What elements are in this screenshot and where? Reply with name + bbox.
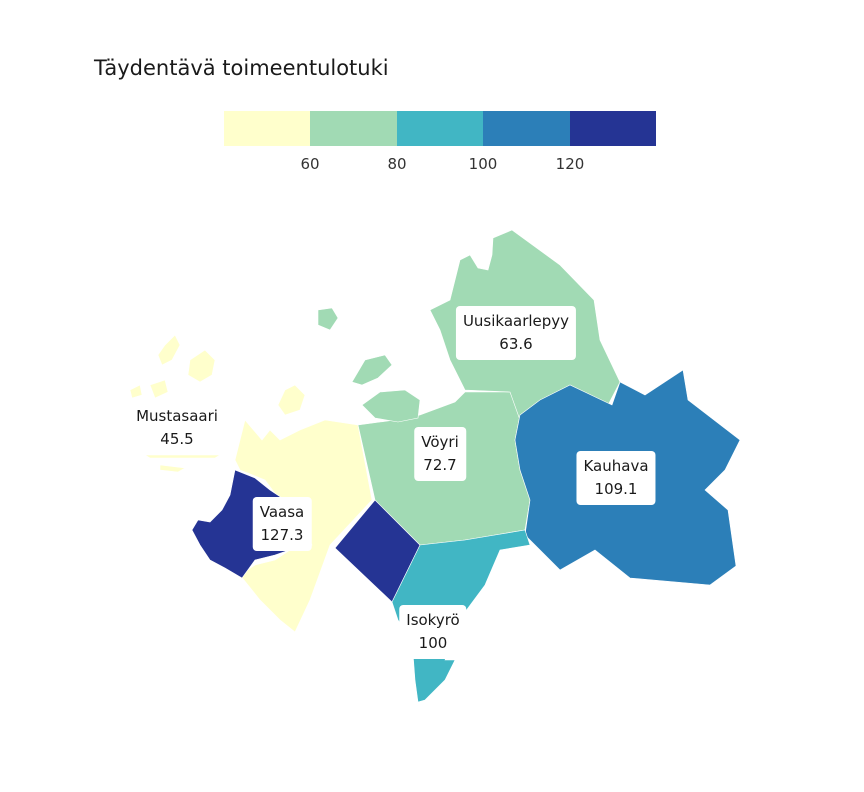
label-mustasaari-value: 45.5 [160,430,194,448]
label-vaasa-value: 127.3 [260,526,304,544]
legend-swatch-2 [310,111,397,146]
label-vaasa: Vaasa 127.3 [252,497,312,551]
legend-tick-60: 60 [300,155,320,173]
label-isokyro-name: Isokyrö [406,611,460,629]
legend-tick-120: 120 [555,155,585,173]
label-isokyro-value: 100 [418,634,448,652]
color-legend [224,111,657,146]
label-kauhava: Kauhava 109.1 [576,451,656,505]
label-voyri-value: 72.7 [423,456,457,474]
label-voyri-name: Vöyri [421,433,459,451]
legend-tick-100: 100 [468,155,498,173]
label-mustasaari: Mustasaari 45.5 [129,401,225,455]
label-uusikaarlepyy-name: Uusikaarlepyy [462,312,570,330]
label-mustasaari-name: Mustasaari [136,407,218,425]
legend-swatch-3 [396,111,484,146]
legend-swatch-4 [483,111,570,146]
label-uusikaarlepyy-value: 63.6 [499,335,533,353]
label-isokyro: Isokyrö 100 [399,605,467,659]
legend-swatch-5 [569,111,657,146]
label-kauhava-value: 109.1 [594,480,638,498]
label-voyri: Vöyri 72.7 [414,427,466,481]
label-vaasa-name: Vaasa [259,503,305,521]
legend-swatch-1 [224,111,311,146]
legend-tick-80: 80 [387,155,407,173]
label-kauhava-name: Kauhava [583,457,649,475]
label-uusikaarlepyy: Uusikaarlepyy 63.6 [455,306,577,360]
map-title: Täydentävä toimeentulotuki [94,56,389,80]
